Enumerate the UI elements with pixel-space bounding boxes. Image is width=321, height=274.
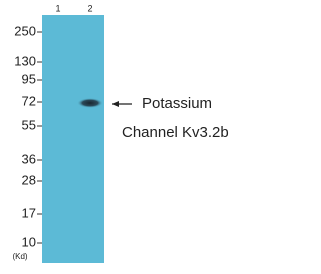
marker-label: 10 xyxy=(22,234,36,249)
blot-membrane xyxy=(42,15,104,263)
annotation-line: Channel Kv3.2b xyxy=(122,124,229,141)
lane-label: 1 xyxy=(55,3,60,13)
marker-label: 130 xyxy=(14,53,36,68)
annotation-line: Potassium xyxy=(142,95,212,112)
marker-label: 95 xyxy=(22,71,36,86)
arrow-head xyxy=(112,101,119,107)
western-blot-figure: Potassium Channel Kv3.2b (Kd) 1 2 250 130 95… xyxy=(0,0,321,269)
marker-label: 17 xyxy=(22,205,36,220)
marker-label: 55 xyxy=(22,117,36,132)
unit-label: (Kd) xyxy=(12,252,27,261)
protein-band xyxy=(77,98,103,108)
marker-label: 250 xyxy=(14,23,36,38)
lane-label: 2 xyxy=(87,3,92,13)
marker-label: 72 xyxy=(22,93,36,108)
marker-label: 28 xyxy=(22,172,36,187)
marker-label: 36 xyxy=(22,151,36,166)
